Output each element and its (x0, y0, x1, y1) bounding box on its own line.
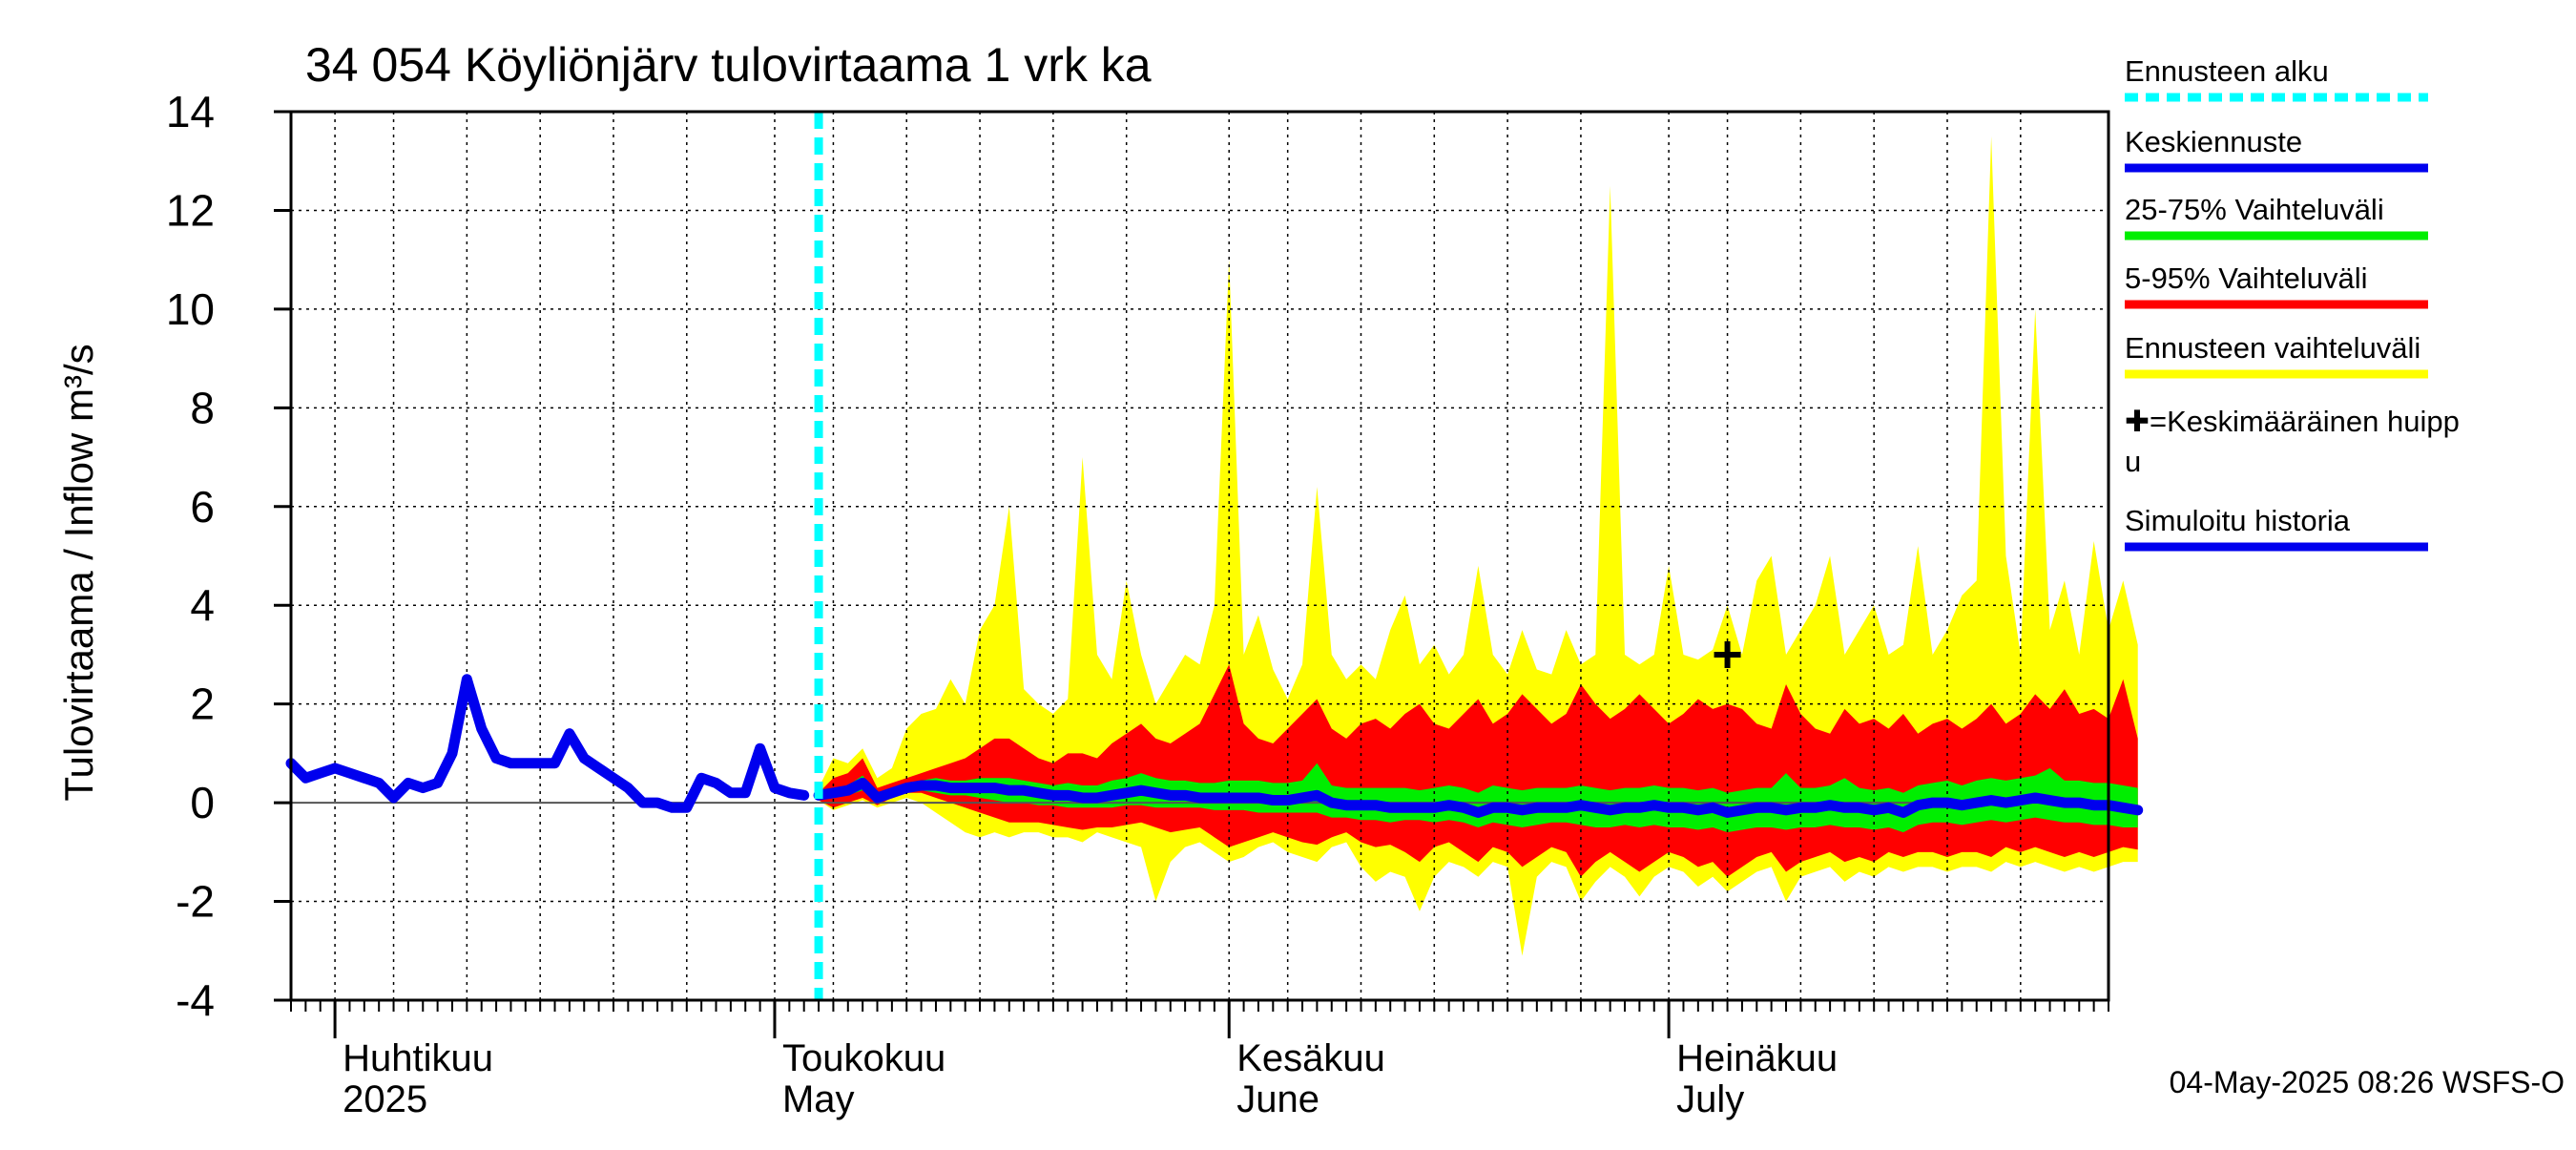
y-tick-label: 10 (166, 284, 215, 334)
y-tick-label: 8 (190, 383, 215, 432)
grid-layer (291, 112, 2109, 1000)
legend-label: 25-75% Vaihteluväli (2125, 193, 2384, 226)
mean-forecast-line (813, 777, 2144, 818)
legend-label: ✚=Keskimääräinen huipp (2125, 405, 2460, 438)
chart-title: 34 054 Köyliönjärv tulovirtaama 1 vrk ka (305, 38, 1152, 92)
history-line (285, 674, 810, 813)
month-label-en: June (1236, 1078, 1319, 1120)
mean-peak-marker (1714, 640, 1741, 668)
month-label-fi: Toukokuu (782, 1037, 945, 1079)
legend-label: Simuloitu historia (2125, 504, 2351, 537)
band-25-75 (819, 763, 2138, 833)
y-tick-label: 2 (190, 680, 215, 729)
legend-label: 5-95% Vaihteluväli (2125, 261, 2367, 295)
bands-layer (819, 136, 2138, 956)
month-label-en: May (782, 1078, 855, 1120)
footer-timestamp: 04-May-2025 08:26 WSFS-O (2170, 1065, 2565, 1099)
legend-label: Keskiennuste (2125, 125, 2302, 158)
y-tick-label: 4 (190, 580, 215, 630)
month-label-fi: Kesäkuu (1236, 1037, 1385, 1079)
y-tick-label: -2 (176, 877, 215, 927)
legend-label: u (2125, 445, 2141, 478)
y-tick-label: 0 (190, 778, 215, 827)
legend: Ennusteen alku Keskiennuste 25-75% Vaihtel… (2125, 54, 2460, 552)
legend-label: Ennusteen vaihteluväli (2125, 331, 2420, 365)
month-label-en: July (1676, 1078, 1744, 1120)
y-tick-label: 12 (166, 185, 215, 235)
month-label-fi: Huhtikuu (343, 1037, 493, 1079)
y-tick-label: -4 (176, 975, 215, 1025)
month-label-en: 2025 (343, 1078, 427, 1120)
lines-layer (285, 112, 2144, 1000)
month-label-fi: Heinäkuu (1676, 1037, 1838, 1079)
y-tick-label: 14 (166, 87, 215, 136)
legend-label: Ennusteen alku (2125, 54, 2329, 88)
y-tick-label: 6 (190, 482, 215, 532)
y-axis-label: Tulovirtaama / Inflow m³/s (56, 344, 101, 801)
